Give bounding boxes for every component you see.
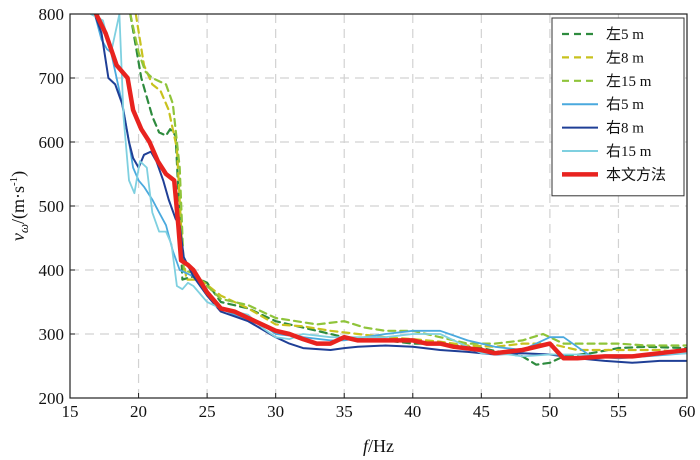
x-tick-label: 15 (62, 402, 79, 421)
legend: 左5 m 左8 m 左15 m 右5 m 右8 m 右15 m 本文方法 (551, 17, 685, 197)
legend-label: 左5 m (606, 26, 644, 43)
series-line-5 (93, 14, 687, 364)
x-tick-label: 40 (404, 402, 421, 421)
y-axis-unit-superscript: -1 (8, 177, 20, 186)
axis-ticks: 15 20 25 30 35 40 45 50 55 60 200 300 400 500 600 700 80… (39, 5, 696, 421)
legend-label: 本文方法 (606, 166, 666, 183)
y-tick-label: 600 (39, 133, 65, 152)
x-tick-label: 55 (610, 402, 627, 421)
legend-box (551, 17, 685, 197)
x-tick-label: 25 (199, 402, 216, 421)
legend-label: 右8 m (606, 120, 644, 137)
legend-label: 左15 m (606, 73, 652, 90)
y-tick-label: 400 (39, 261, 65, 280)
y-axis-subscript: ω (16, 224, 31, 233)
legend-label: 左8 m (606, 49, 644, 66)
x-tick-label: 30 (267, 402, 284, 421)
x-tick-label: 35 (336, 402, 353, 421)
series-line-1 (129, 14, 687, 366)
series-line-2 (134, 14, 687, 355)
y-tick-label: 800 (39, 5, 65, 24)
series-line-7 (93, 14, 687, 361)
y-tick-label: 300 (39, 325, 65, 344)
legend-label: 右15 m (606, 143, 652, 160)
series-line-6 (89, 14, 687, 358)
x-axis-title: f/Hz (363, 436, 394, 456)
y-axis-title: vω/(m·s-1) (8, 171, 31, 241)
y-tick-label: 200 (39, 389, 65, 408)
x-tick-label: 20 (130, 402, 147, 421)
x-tick-label: 45 (473, 402, 490, 421)
y-tick-label: 700 (39, 69, 65, 88)
y-tick-label: 500 (39, 197, 65, 216)
legend-label: 右5 m (606, 96, 644, 113)
y-axis-variable: v (8, 233, 28, 241)
x-axis-variable: f (363, 436, 371, 456)
x-axis-unit: /Hz (368, 436, 394, 456)
series-line-3 (129, 14, 687, 347)
y-axis-unit-prefix: /(m·s (8, 186, 29, 224)
y-axis-unit-suffix: ) (8, 171, 29, 177)
series-layer (89, 14, 687, 366)
x-tick-label: 60 (679, 402, 696, 421)
x-tick-label: 50 (541, 402, 558, 421)
